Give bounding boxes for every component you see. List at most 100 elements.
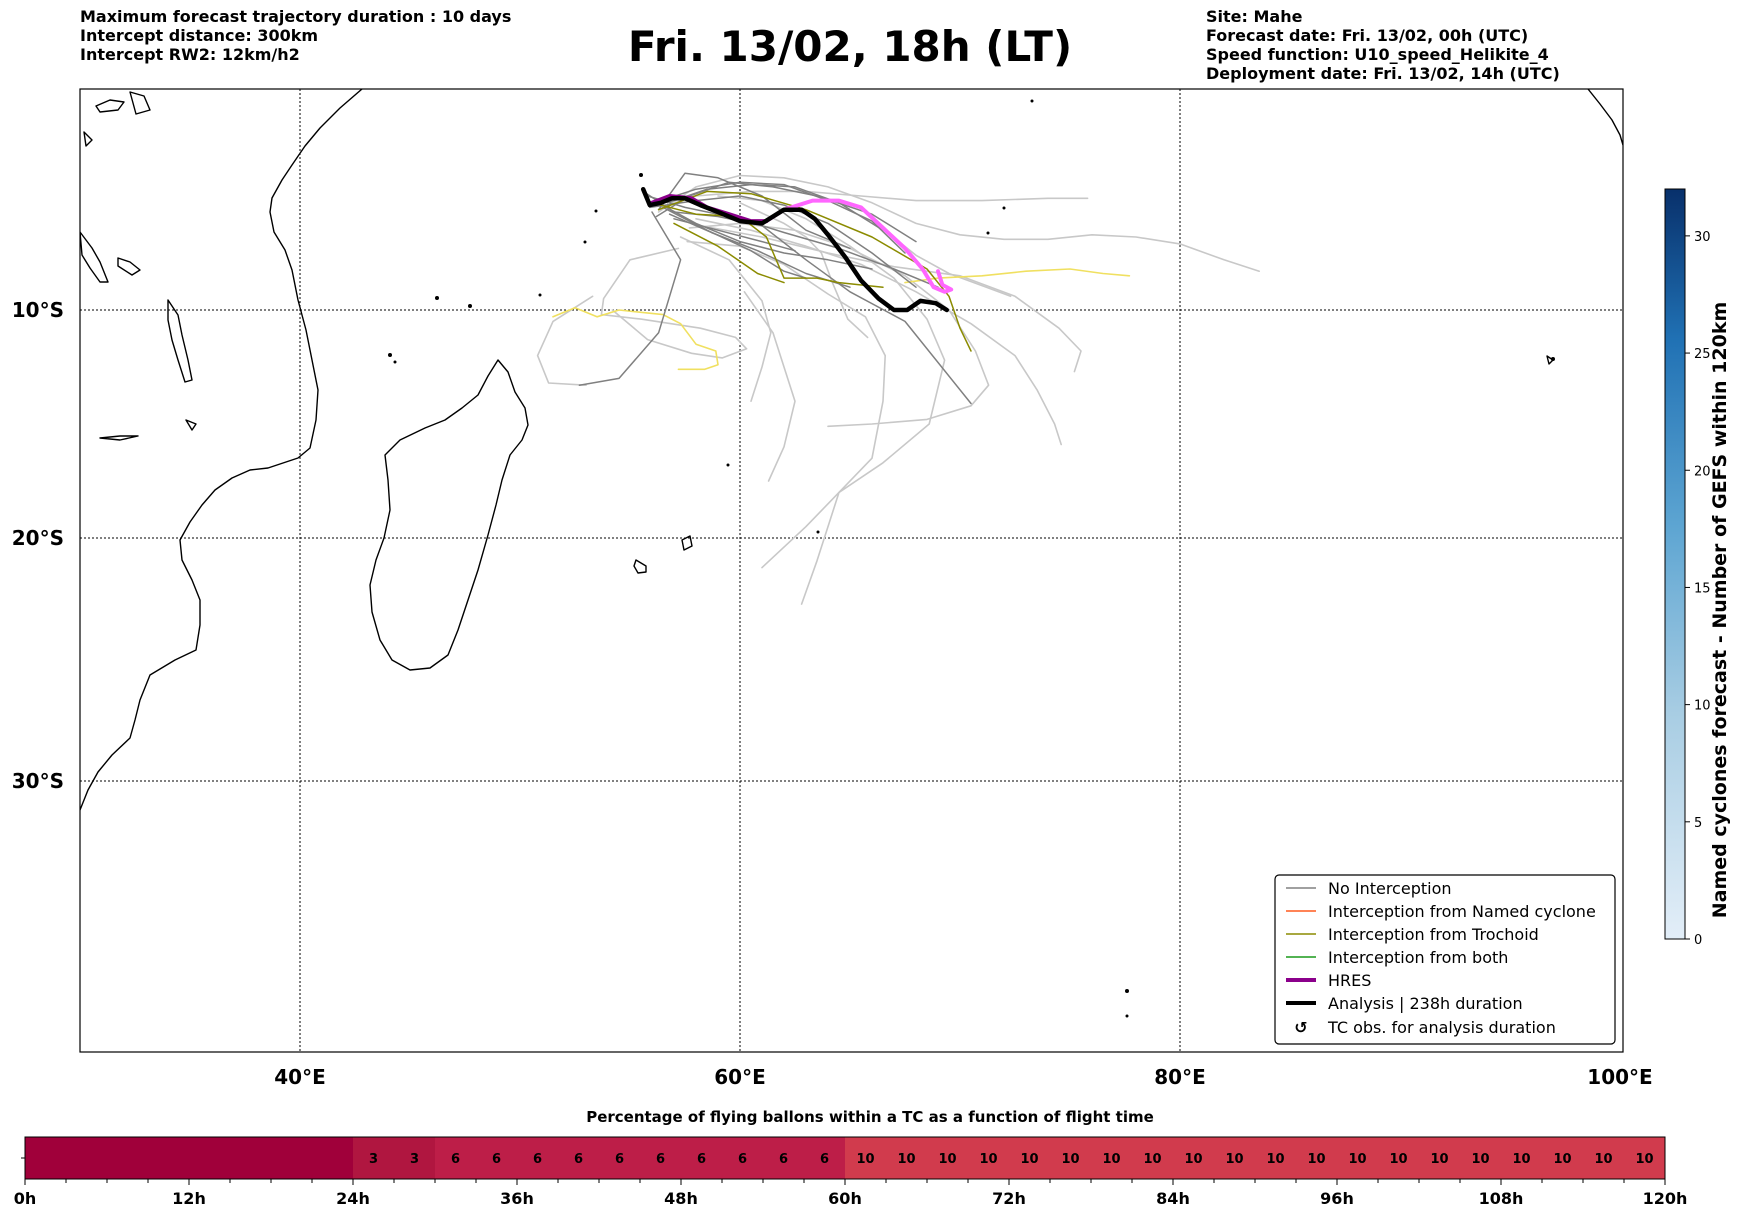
- bar-x-tick-label: 108h: [1479, 1189, 1524, 1208]
- bar-segment: [1091, 1137, 1133, 1179]
- island-dot: [538, 293, 542, 297]
- coastline-mauritius: [633, 559, 647, 574]
- bar-segment: [1460, 1137, 1502, 1179]
- colorbar-tick-label: 0: [1694, 933, 1702, 948]
- bar-segment: [1132, 1137, 1174, 1179]
- bar-segment-label: 10: [1389, 1152, 1407, 1167]
- island-dot: [388, 353, 392, 357]
- trajectory-yellow: [904, 268, 1131, 284]
- bar-segment: [599, 1137, 641, 1179]
- colorbar-tick-label: 20: [1694, 464, 1711, 479]
- colorbar-tick-label: 15: [1694, 581, 1711, 596]
- flight-time-bar: 3 3 6 6 6 6 6 6 6 6 6 6 10 10 10 10 10 10 10 10 10 10 10 10 10 10…: [14, 1136, 1687, 1208]
- bar-segment: [1009, 1137, 1051, 1179]
- bar-segment-label: 6: [492, 1152, 501, 1167]
- colorbar: 0 5 10 15 20 25 30: [1664, 188, 1711, 948]
- colorbar-label: Named cyclones forecast - Number of GEFS…: [1709, 301, 1731, 919]
- bar-segment: [517, 1137, 559, 1179]
- colorbar-gradient: [1664, 188, 1686, 940]
- trajectory-trochoid: [657, 190, 972, 352]
- trajectory-no-interception: [660, 181, 906, 254]
- bar-segment-label: 10: [1102, 1152, 1120, 1167]
- trajectory-no-interception: [646, 195, 939, 288]
- island-dot: [468, 304, 472, 308]
- coastline-dots: [388, 99, 1555, 1018]
- bar-segment-label: 6: [738, 1152, 747, 1167]
- trajectory-hres-continued: [764, 198, 954, 294]
- tc-symbol-icon: ↺: [1294, 1018, 1307, 1037]
- x-tick-label: 40°E: [274, 1065, 326, 1089]
- legend-box: [1274, 874, 1616, 1045]
- bar-x-tick-label: 12h: [172, 1189, 206, 1208]
- bar-x-tick-label: 60h: [828, 1189, 862, 1208]
- bar-segment: [1419, 1137, 1461, 1179]
- bar-segment-label: 6: [533, 1152, 542, 1167]
- colorbar-tick-label: 5: [1694, 816, 1702, 831]
- coastline-mozambique-channel-islands: [99, 419, 197, 441]
- bar-segment-label: 6: [820, 1152, 829, 1167]
- header-trajectory-duration: Maximum forecast trajectory duration : 1…: [80, 7, 512, 26]
- header-intercept-rw2: Intercept RW2: 12km/h2: [80, 45, 300, 64]
- colorbar-ticks: 0 5 10 15 20 25 30: [1685, 230, 1711, 948]
- bar-segment-label: 10: [1266, 1152, 1284, 1167]
- bar-x-tick-label: 96h: [1320, 1189, 1354, 1208]
- legend: No Interception Interception from Named …: [1274, 874, 1616, 1045]
- bar-segment-label: 10: [979, 1152, 997, 1167]
- bar-segment-label: 3: [410, 1152, 419, 1167]
- island-dot: [639, 173, 643, 177]
- bar-segment: [1214, 1137, 1256, 1179]
- bar-segment-label: 6: [656, 1152, 665, 1167]
- bar-segment: [476, 1137, 518, 1179]
- bar-segment-label: 3: [369, 1152, 378, 1167]
- bar-segment: [1337, 1137, 1379, 1179]
- island-dot: [1551, 357, 1555, 361]
- bar-segment: [1378, 1137, 1420, 1179]
- trajectory-light: [739, 202, 869, 339]
- bar-segment: [1583, 1137, 1625, 1179]
- bar-segment-label: 6: [779, 1152, 788, 1167]
- bar-segment-label: 6: [697, 1152, 706, 1167]
- bar-x-tick-label: 84h: [1156, 1189, 1190, 1208]
- bar-segment-label: 10: [1061, 1152, 1079, 1167]
- legend-label: Analysis | 238h duration: [1328, 994, 1523, 1013]
- bar-segment: [435, 1137, 477, 1179]
- bar-segment-label: 10: [1594, 1152, 1612, 1167]
- bar-segment-label: 10: [1471, 1152, 1489, 1167]
- bar-segment: [804, 1137, 846, 1179]
- bar-segment: [1624, 1137, 1666, 1179]
- bar-segment: [1296, 1137, 1338, 1179]
- island-dot: [1030, 99, 1034, 103]
- x-tick-label: 100°E: [1587, 1065, 1652, 1089]
- bar-segment-label: 10: [897, 1152, 915, 1167]
- x-tick-label: 80°E: [1154, 1065, 1206, 1089]
- colorbar-tick-label: 25: [1694, 347, 1711, 362]
- trajectory-no-interception: [662, 206, 807, 279]
- bar-segment: [1255, 1137, 1297, 1179]
- map-tick-labels: 40°E 60°E 80°E 100°E 10°S 20°S 30°S: [12, 298, 1653, 1089]
- bar-segment-label: 10: [1635, 1152, 1653, 1167]
- coastline-java-indo: [1587, 89, 1623, 146]
- header-intercept-distance: Intercept distance: 300km: [80, 26, 319, 45]
- trajectory-light: [600, 247, 748, 359]
- legend-label: TC obs. for analysis duration: [1327, 1018, 1556, 1037]
- island-dot: [986, 231, 990, 235]
- bar-x-tick-label: 24h: [336, 1189, 370, 1208]
- trajectory-light: [688, 222, 990, 428]
- header-site: Site: Mahe: [1206, 7, 1303, 26]
- legend-label: No Interception: [1328, 879, 1452, 898]
- bar-x-tick-label: 48h: [664, 1189, 698, 1208]
- trajectory-light: [659, 190, 1089, 209]
- bar-segment-label: 10: [1348, 1152, 1366, 1167]
- colorbar-label-wrap: Named cyclones forecast - Number of GEFS…: [1700, 290, 1740, 930]
- island-dot: [1125, 989, 1129, 993]
- coastline-seychelles-north-africa: [83, 91, 151, 147]
- bar-segment-label: 10: [1553, 1152, 1571, 1167]
- trajectory-light: [717, 195, 946, 605]
- island-dot: [435, 296, 439, 300]
- bar-segment: [1501, 1137, 1543, 1179]
- map-gridlines: [80, 89, 1623, 1052]
- trajectory-layer: [536, 172, 1260, 605]
- coastline-east-small: [1546, 355, 1554, 365]
- coastline-africa-coast-north: [80, 231, 109, 283]
